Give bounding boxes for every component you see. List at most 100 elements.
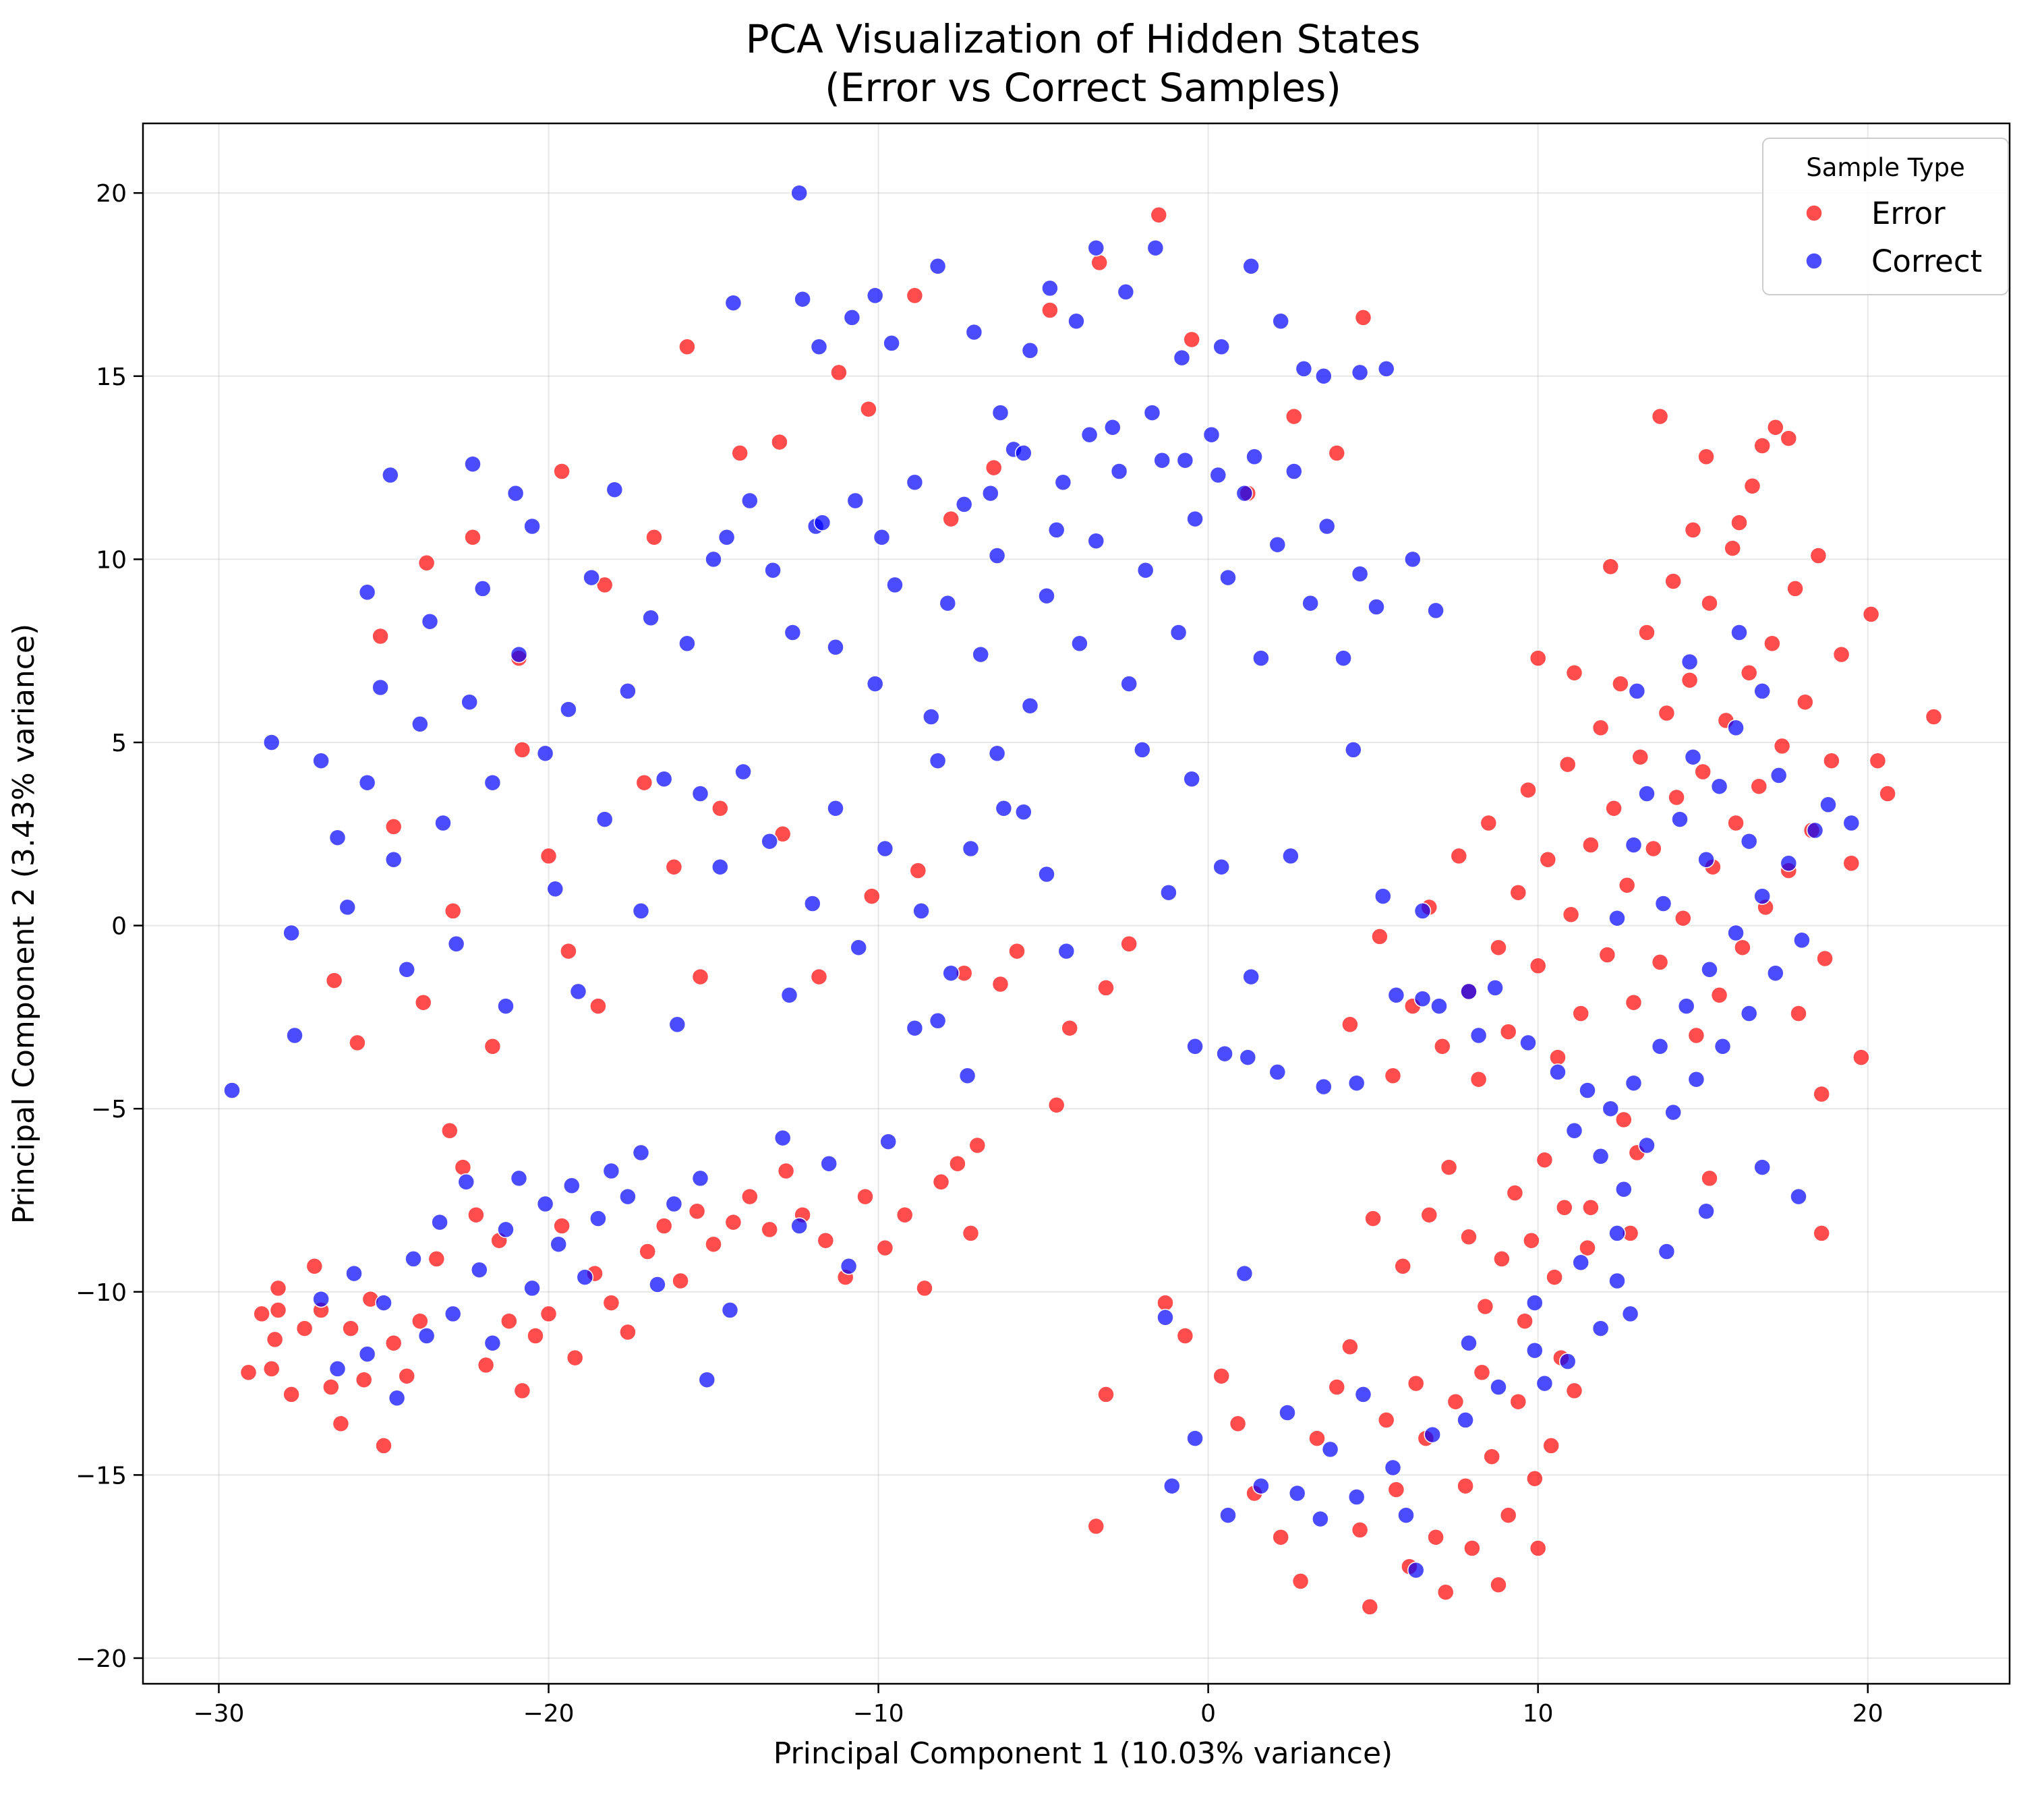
data-point-correct <box>866 287 884 305</box>
data-point-correct <box>471 1261 488 1278</box>
data-point-correct <box>1054 473 1072 492</box>
data-point-error <box>909 862 927 879</box>
data-point-correct <box>1790 1187 1807 1206</box>
data-point-correct <box>1288 1484 1306 1502</box>
data-point-correct <box>560 701 577 718</box>
data-point-correct <box>906 473 924 492</box>
data-point-error <box>1562 906 1580 924</box>
data-point-correct <box>705 550 722 568</box>
data-point-correct <box>1153 451 1171 469</box>
data-point-error <box>484 1038 502 1055</box>
data-point-correct <box>1638 1136 1656 1154</box>
data-point-correct <box>1684 748 1702 766</box>
data-point-error <box>1645 840 1662 858</box>
data-point-correct <box>1087 239 1105 257</box>
data-point-error <box>1664 572 1682 590</box>
data-point-error <box>1750 777 1768 795</box>
data-point-error <box>1813 1225 1830 1242</box>
data-point-error <box>1710 987 1728 1004</box>
data-point-correct <box>1397 1506 1415 1524</box>
data-point-correct <box>1780 854 1798 872</box>
data-point-correct <box>1186 1430 1204 1447</box>
data-point-error <box>1565 664 1583 682</box>
data-point-correct <box>1677 997 1695 1015</box>
data-point-error <box>1213 1367 1230 1385</box>
data-point-correct <box>1819 796 1837 814</box>
data-point-correct <box>923 708 940 726</box>
data-point-correct <box>1664 1103 1682 1121</box>
data-point-correct <box>328 1360 347 1378</box>
data-point-correct <box>1549 1063 1567 1081</box>
data-point-error <box>441 1122 459 1140</box>
data-point-correct <box>398 961 415 978</box>
data-point-error <box>1436 1583 1455 1601</box>
data-point-error <box>1832 645 1850 664</box>
data-point-correct <box>1628 682 1646 700</box>
data-point-correct <box>1246 448 1263 466</box>
y-tick-label: 10 <box>96 546 127 574</box>
data-point-error <box>1763 635 1781 653</box>
data-point-error <box>1285 407 1303 425</box>
data-point-error <box>602 1294 620 1312</box>
data-point-correct <box>790 1217 808 1235</box>
data-point-error <box>1529 957 1547 975</box>
data-point-correct <box>724 294 742 312</box>
data-point-error <box>1457 1477 1474 1495</box>
data-point-correct <box>372 678 389 697</box>
data-point-correct <box>312 1290 330 1308</box>
data-point-correct <box>1753 682 1771 700</box>
data-point-correct <box>1285 463 1303 480</box>
data-point-correct <box>1268 535 1287 554</box>
data-point-error <box>1743 477 1761 495</box>
data-point-error <box>1605 800 1623 817</box>
data-point-error <box>830 363 848 382</box>
legend-marker-error <box>1805 204 1823 222</box>
data-point-correct <box>1087 532 1105 550</box>
data-point-correct <box>1536 1374 1554 1392</box>
data-point-error <box>724 1213 742 1231</box>
data-point-error <box>1730 514 1748 531</box>
data-point-error <box>1598 946 1616 964</box>
data-point-correct <box>1347 1488 1366 1506</box>
data-point-error <box>906 287 924 305</box>
data-point-error <box>454 1158 472 1176</box>
data-point-error <box>1674 909 1692 927</box>
x-tick-label: −30 <box>193 1700 244 1728</box>
data-point-error <box>1529 649 1547 667</box>
data-point-correct <box>734 763 752 781</box>
data-point-correct <box>1592 1148 1610 1165</box>
data-point-correct <box>382 466 399 484</box>
data-point-error <box>1602 558 1620 576</box>
data-point-error <box>1684 521 1702 539</box>
data-point-correct <box>1753 1158 1771 1176</box>
y-tick-label: −20 <box>76 1645 127 1673</box>
data-point-error <box>1852 1049 1870 1066</box>
data-point-correct <box>497 1221 515 1239</box>
data-point-error <box>553 463 571 480</box>
data-point-correct <box>619 682 637 700</box>
data-point-correct <box>711 858 729 876</box>
chart-subtitle: (Error vs Correct Samples) <box>825 65 1341 111</box>
data-point-error <box>1150 206 1168 224</box>
x-tick-label: −20 <box>523 1700 575 1728</box>
data-point-correct <box>1730 624 1748 641</box>
data-point-correct <box>1740 832 1758 850</box>
data-point-correct <box>1460 1334 1478 1352</box>
data-point-correct <box>1202 425 1221 444</box>
data-point-error <box>262 1360 281 1378</box>
data-point-correct <box>1368 598 1385 616</box>
data-point-error <box>1341 1016 1359 1034</box>
data-point-correct <box>286 1026 303 1045</box>
data-point-correct <box>1295 360 1313 378</box>
data-point-error <box>539 1305 558 1323</box>
data-point-correct <box>1242 968 1260 986</box>
data-point-error <box>1519 781 1537 799</box>
x-tick-label: 10 <box>1523 1700 1554 1728</box>
data-point-correct <box>1279 1404 1296 1421</box>
data-point-correct <box>1213 338 1230 356</box>
data-point-error <box>1407 1374 1425 1392</box>
data-point-correct <box>1146 239 1165 257</box>
data-point-correct <box>619 1187 637 1206</box>
data-point-error <box>1499 1506 1517 1524</box>
data-point-error <box>464 529 481 546</box>
